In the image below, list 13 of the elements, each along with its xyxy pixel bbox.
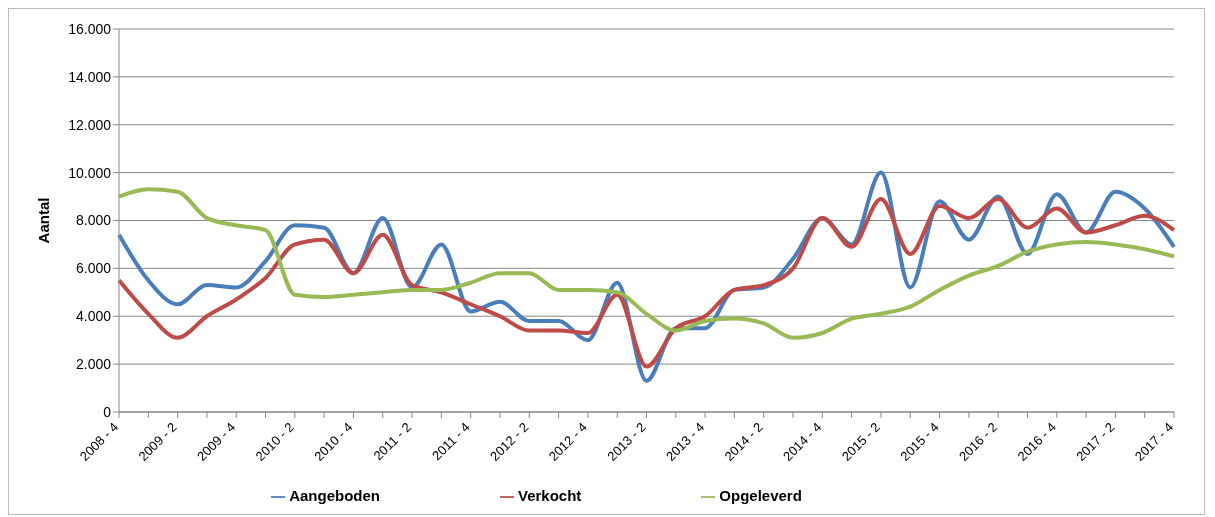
- y-tick-label: 16.000: [68, 20, 112, 37]
- legend-label: Opgeleverd: [719, 486, 802, 504]
- y-tick-label: 14.000: [68, 68, 112, 85]
- legend-label: Verkocht: [517, 486, 582, 504]
- y-tick-label: 2.000: [75, 356, 112, 373]
- y-tick-label: 4.000: [75, 308, 112, 325]
- y-tick-label: 10.000: [68, 164, 112, 181]
- y-tick-label: 0: [103, 403, 112, 420]
- legend-label: Aangeboden: [289, 486, 380, 504]
- y-tick-label: 8.000: [75, 212, 112, 229]
- y-tick-label: 12.000: [68, 116, 112, 133]
- y-tick-label: 6.000: [75, 260, 112, 277]
- y-axis-title: Aantal: [35, 197, 53, 244]
